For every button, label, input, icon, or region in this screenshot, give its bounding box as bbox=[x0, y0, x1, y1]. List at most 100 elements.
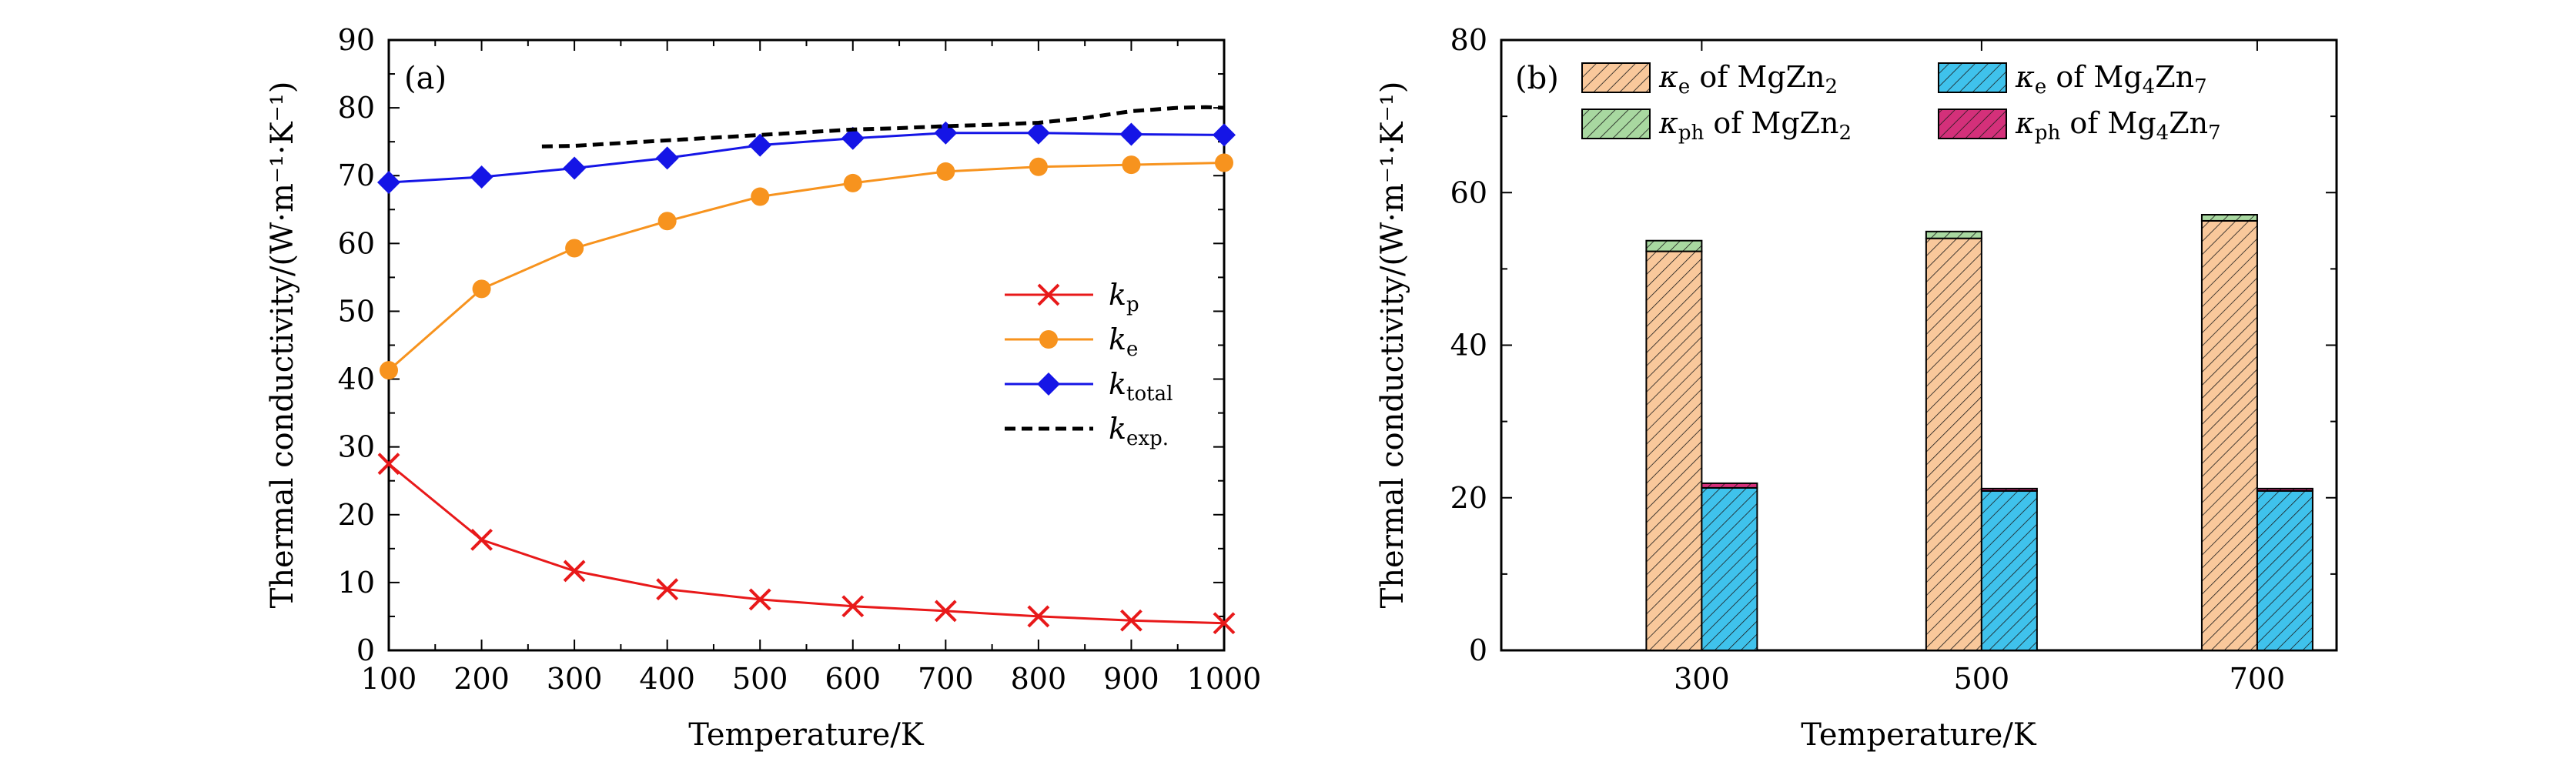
panel-b-bar-chart: 0 20 40 60 80 300 500 700 (b) Temperature/K The… bbox=[1375, 23, 2338, 753]
bar-segment bbox=[1925, 237, 1982, 652]
data-point-circle bbox=[1029, 157, 1048, 176]
legend-item: κph of MgZn2 bbox=[1581, 106, 1852, 145]
x-tick-label: 800 bbox=[1011, 662, 1067, 696]
data-point-x bbox=[470, 528, 493, 551]
data-point-x bbox=[1120, 609, 1142, 632]
panel-a-line-chart: 100 200 300 400 500 600 700 800 900 1000 0 10 20 30 40… bbox=[265, 23, 1261, 753]
panel-b-x-axis-label: Temperature/K bbox=[1801, 717, 2037, 753]
y-tick-label: 20 bbox=[338, 498, 375, 532]
data-point-x bbox=[563, 560, 586, 583]
data-point-circle bbox=[1039, 330, 1058, 349]
x-tick-label: 700 bbox=[918, 662, 974, 696]
panel-a-legend: kp ke ktotal kexp. bbox=[1005, 278, 1173, 450]
legend-item-k_exp.: kexp. bbox=[1005, 412, 1169, 450]
y-tick-label: 40 bbox=[338, 362, 375, 396]
data-point-diamond bbox=[1213, 123, 1236, 147]
data-point-circle bbox=[565, 239, 584, 258]
legend-label: kp bbox=[1109, 278, 1139, 316]
data-point-diamond bbox=[1037, 372, 1060, 396]
y-tick-label: 30 bbox=[338, 430, 375, 464]
data-point-x bbox=[748, 588, 771, 611]
bar-segment bbox=[1980, 489, 2038, 651]
y-tick-label: 60 bbox=[1450, 175, 1487, 209]
legend-item: κe of Mg4Zn7 bbox=[1938, 60, 2207, 99]
data-point-x bbox=[656, 578, 679, 601]
legend-label: κph of MgZn2 bbox=[1658, 106, 1852, 145]
y-tick-label: 0 bbox=[356, 633, 375, 667]
y-tick-label: 10 bbox=[338, 566, 375, 600]
legend-item: κph of Mg4Zn7 bbox=[1938, 106, 2221, 145]
data-point-x bbox=[1027, 605, 1050, 628]
legend-label: ktotal bbox=[1109, 367, 1173, 406]
data-point-circle bbox=[1122, 155, 1141, 175]
data-point-x bbox=[1213, 612, 1236, 635]
panel-a-series bbox=[377, 105, 1236, 635]
y-tick-label: 0 bbox=[1469, 633, 1487, 667]
y-tick-label: 20 bbox=[1450, 481, 1487, 515]
series-line bbox=[541, 105, 1225, 149]
panel-a-label: (a) bbox=[404, 61, 447, 96]
data-point-circle bbox=[657, 212, 677, 231]
bar-segment bbox=[1701, 482, 1758, 489]
panel-a-x-axis-label: Temperature/K bbox=[688, 717, 925, 753]
legend-item-k_p: kp bbox=[1005, 278, 1139, 316]
data-point-diamond bbox=[1119, 122, 1143, 146]
y-tick-label: 70 bbox=[338, 159, 375, 192]
x-tick-label: 500 bbox=[1954, 662, 2010, 696]
y-tick-label: 60 bbox=[338, 226, 375, 260]
x-tick-label: 200 bbox=[453, 662, 510, 696]
panel-b-legend: κe of MgZn2 κe of Mg4Zn7 κph of MgZn2 κph o… bbox=[1581, 60, 2221, 145]
bar-segment bbox=[2256, 487, 2313, 492]
series-k_total bbox=[377, 121, 1236, 195]
legend-label: κe of MgZn2 bbox=[1658, 60, 1838, 99]
bar-segment bbox=[2200, 219, 2258, 651]
data-point-circle bbox=[380, 361, 398, 380]
y-tick-label: 80 bbox=[338, 91, 375, 125]
series-line bbox=[388, 463, 1225, 625]
x-tick-label: 1000 bbox=[1187, 662, 1262, 696]
x-tick-label: 900 bbox=[1103, 662, 1159, 696]
x-tick-label: 700 bbox=[2230, 662, 2286, 696]
bar-segment bbox=[1701, 486, 1758, 652]
data-point-circle bbox=[472, 279, 491, 299]
data-point-diamond bbox=[470, 165, 493, 189]
legend-label: κph of Mg4Zn7 bbox=[2015, 106, 2221, 145]
legend-item-k_e: ke bbox=[1005, 322, 1138, 361]
x-tick-label: 300 bbox=[1674, 662, 1730, 696]
bar-segment bbox=[1645, 239, 1703, 252]
bar-segment bbox=[1980, 487, 2038, 492]
data-point-circle bbox=[751, 187, 770, 206]
panel-a-y-axis-label: Thermal conductivity/(W·m⁻¹·K⁻¹) bbox=[265, 82, 300, 609]
x-tick-label: 600 bbox=[825, 662, 882, 696]
series-line bbox=[388, 132, 1225, 184]
data-point-diamond bbox=[841, 126, 865, 150]
legend-label: ke bbox=[1109, 322, 1138, 361]
data-point-diamond bbox=[655, 146, 679, 170]
y-tick-label: 40 bbox=[1450, 329, 1487, 362]
x-tick-label: 500 bbox=[732, 662, 788, 696]
legend-label: kexp. bbox=[1109, 412, 1169, 450]
bar-segment bbox=[2200, 213, 2258, 222]
bar-segment bbox=[1925, 230, 1982, 239]
data-point-x bbox=[934, 600, 957, 623]
panel-b-y-axis-label: Thermal conductivity/(W·m⁻¹·K⁻¹) bbox=[1375, 82, 1410, 609]
data-point-x bbox=[377, 453, 400, 476]
series-k_e bbox=[380, 153, 1233, 380]
data-point-circle bbox=[843, 173, 862, 192]
panel-a-ticks: 100 200 300 400 500 600 700 800 900 1000 0 10 20 30 40… bbox=[338, 23, 1262, 696]
data-point-diamond bbox=[377, 171, 400, 195]
x-tick-label: 300 bbox=[547, 662, 603, 696]
series-k_exp. bbox=[541, 105, 1225, 149]
panel-b-ticks: 0 20 40 60 80 300 500 700 bbox=[1450, 23, 2337, 696]
legend-item: κe of MgZn2 bbox=[1581, 60, 1838, 99]
data-point-x bbox=[841, 595, 865, 618]
x-tick-label: 400 bbox=[639, 662, 695, 696]
data-point-diamond bbox=[748, 133, 772, 157]
y-tick-label: 50 bbox=[338, 294, 375, 328]
data-point-circle bbox=[936, 162, 955, 181]
legend-item-k_total: ktotal bbox=[1005, 367, 1173, 406]
bar-segment bbox=[2256, 489, 2313, 651]
panel-b-label: (b) bbox=[1515, 61, 1559, 96]
x-tick-label: 100 bbox=[361, 662, 417, 696]
data-point-diamond bbox=[1026, 121, 1050, 145]
